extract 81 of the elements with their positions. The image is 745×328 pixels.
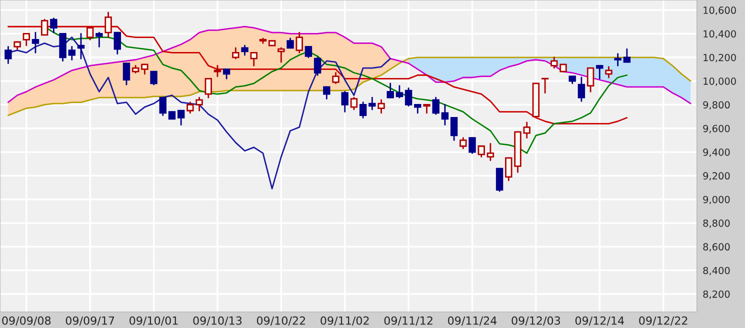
candlestick xyxy=(623,48,631,63)
y-tick-label: 10,400 xyxy=(704,30,736,39)
candlestick xyxy=(68,46,76,60)
candlestick xyxy=(96,32,103,48)
x-tick-label: 09/11/12 xyxy=(384,316,432,326)
x-tick-label: 09/09/08 xyxy=(2,316,51,326)
y-tick-label: 10,600 xyxy=(704,6,736,15)
candlestick xyxy=(550,56,558,69)
x-tick-label: 09/12/14 xyxy=(575,316,624,326)
line-series xyxy=(7,56,692,116)
candlestick xyxy=(114,32,121,55)
x-tick-label: 09/10/01 xyxy=(130,316,178,326)
candlestick xyxy=(404,87,412,107)
candlestick xyxy=(578,76,586,102)
candlestick xyxy=(222,68,230,80)
candlestick xyxy=(150,70,158,86)
candlestick xyxy=(4,46,12,64)
candlestick xyxy=(50,18,58,34)
y-tick-label: 9,800 xyxy=(703,101,730,110)
candlestick xyxy=(104,12,112,38)
candlestick xyxy=(278,47,285,63)
candlestick xyxy=(341,91,348,113)
candlestick xyxy=(586,67,594,92)
candlestick xyxy=(232,47,240,60)
candlestick xyxy=(314,56,322,76)
candlestick xyxy=(77,33,85,60)
candlestick xyxy=(141,64,148,75)
y-tick-label: 8,600 xyxy=(703,243,730,252)
candlestick xyxy=(614,53,622,66)
candlestick xyxy=(478,145,485,158)
candlestick xyxy=(214,64,222,78)
y-tick-label: 9,400 xyxy=(703,148,730,157)
x-tick-label: 09/11/02 xyxy=(320,316,369,326)
candlestick xyxy=(368,96,376,110)
candlestick xyxy=(486,143,494,162)
candlestick xyxy=(241,44,248,56)
candlestick xyxy=(350,96,358,110)
candlestick xyxy=(204,78,212,98)
candlestick xyxy=(22,33,30,46)
y-tick-label: 10,200 xyxy=(704,54,736,62)
y-tick-label: 8,800 xyxy=(703,220,730,228)
x-tick-label: 09/12/22 xyxy=(639,316,688,326)
candlestick xyxy=(177,110,185,126)
candlestick xyxy=(59,33,66,62)
candlestick xyxy=(296,32,303,54)
y-tick-label: 8,200 xyxy=(703,290,730,299)
y-tick-label: 9,200 xyxy=(703,172,730,181)
candlestick xyxy=(332,72,340,84)
candlestick xyxy=(441,104,449,126)
x-tick-label: 09/12/03 xyxy=(512,316,560,326)
y-tick-label: 10,000 xyxy=(704,78,736,86)
candlestick xyxy=(304,46,312,58)
candlestick xyxy=(122,62,130,86)
candlestick xyxy=(450,117,458,141)
x-tick-label: 09/09/17 xyxy=(66,316,114,326)
x-tick-label: 09/10/22 xyxy=(256,316,306,326)
x-tick-label: 09/11/24 xyxy=(448,316,497,326)
candlestick xyxy=(432,96,440,115)
candlestick xyxy=(159,96,166,116)
candlestick xyxy=(378,99,385,114)
y-tick-label: 9,600 xyxy=(703,124,730,134)
candlestick xyxy=(250,52,258,66)
candlestick xyxy=(541,78,549,94)
line-series xyxy=(7,26,692,104)
candlestick xyxy=(496,168,504,192)
candlestick xyxy=(396,85,404,98)
candlestick xyxy=(468,137,476,154)
y-tick-label: 8,400 xyxy=(703,266,730,276)
candlestick xyxy=(460,137,467,150)
x-tick-label: 09/10/13 xyxy=(193,316,242,326)
candlestick xyxy=(286,38,294,49)
candlestick xyxy=(32,32,40,54)
candlestick xyxy=(386,82,394,98)
candlestick xyxy=(605,66,612,78)
candlestick xyxy=(86,27,94,40)
y-tick-label: 9,000 xyxy=(703,196,730,204)
candlestick xyxy=(40,18,48,36)
candlestick xyxy=(596,64,604,80)
candlestick xyxy=(359,102,367,118)
candlestick xyxy=(423,104,430,114)
candlestick xyxy=(323,86,330,100)
